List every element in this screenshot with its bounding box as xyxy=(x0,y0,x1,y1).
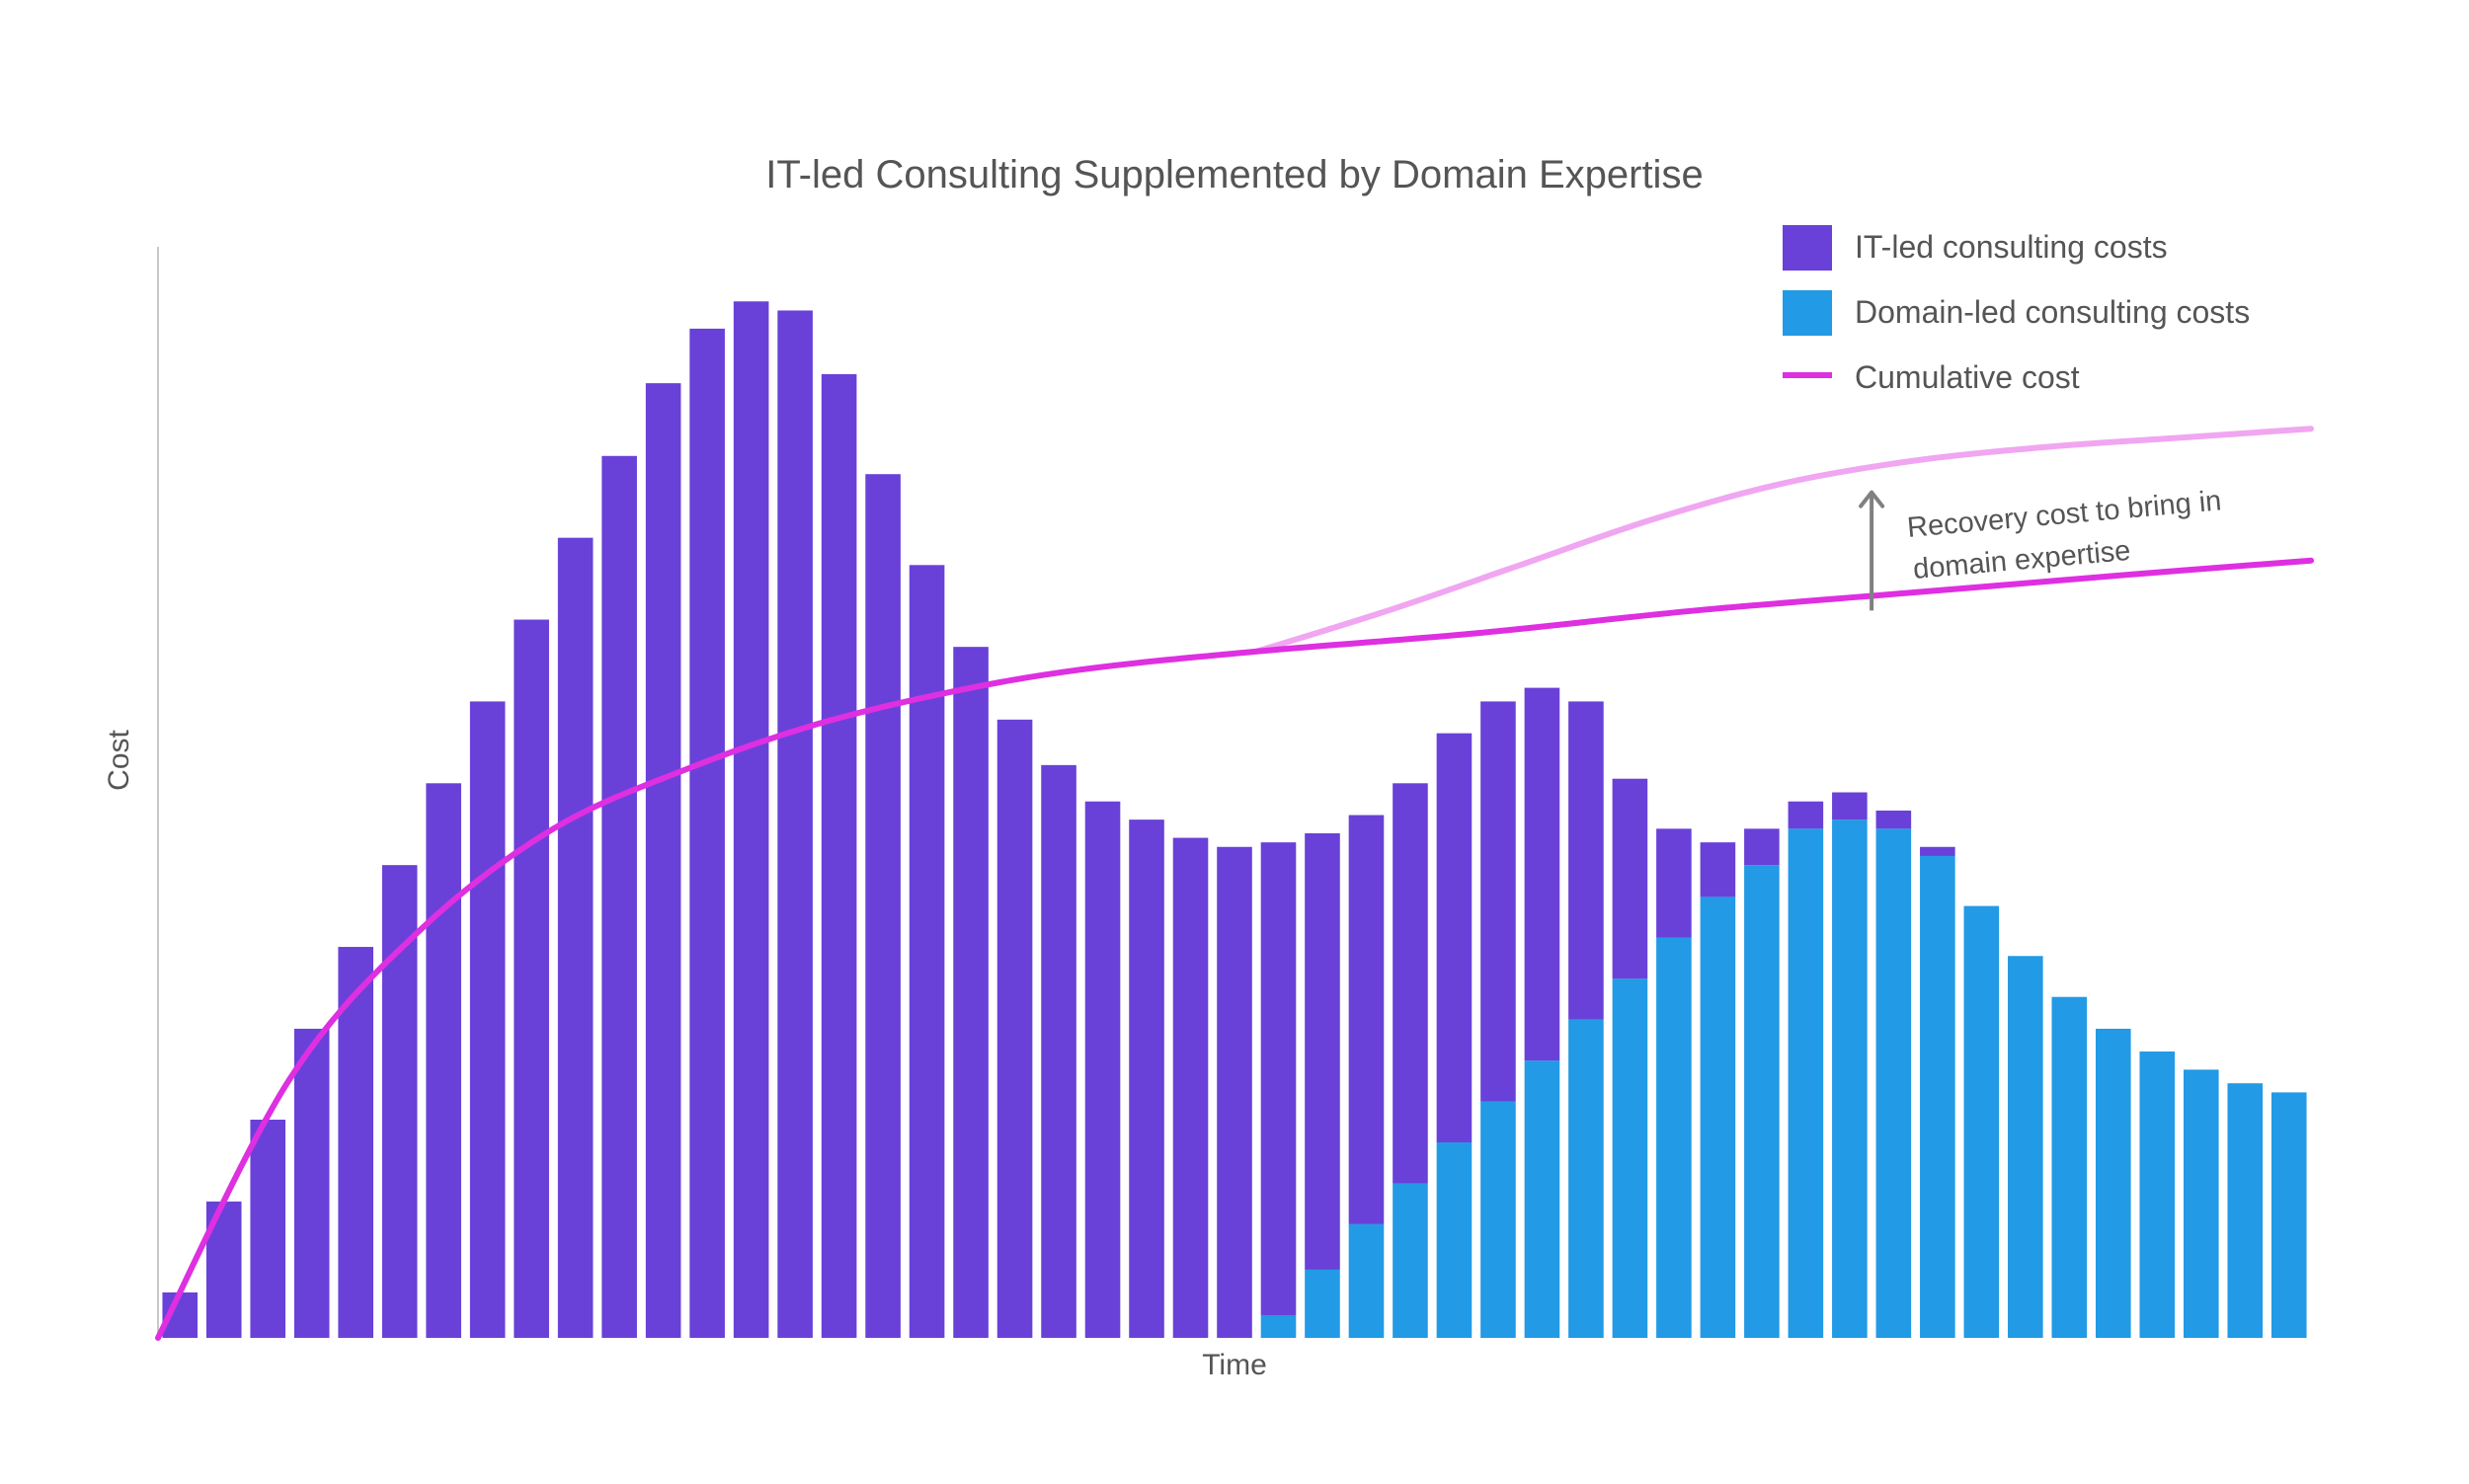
bar-it-11 xyxy=(645,383,681,1338)
bar-domain-39 xyxy=(1875,828,1912,1338)
bars-group xyxy=(162,301,2307,1339)
bar-it-19 xyxy=(996,719,1033,1338)
recovery-cost-line xyxy=(1253,426,2314,655)
legend-label-it: IT-led consulting costs xyxy=(1855,229,2168,265)
bar-domain-41 xyxy=(1963,905,2000,1338)
bar-domain-30 xyxy=(1480,1101,1516,1338)
bar-it-22 xyxy=(1129,820,1164,1338)
bar-domain-32 xyxy=(1568,1019,1604,1338)
bar-it-16 xyxy=(865,474,901,1338)
bar-domain-42 xyxy=(2008,956,2043,1338)
bar-it-4 xyxy=(338,947,373,1338)
bar-it-20 xyxy=(1041,764,1076,1338)
bar-domain-36 xyxy=(1744,865,1780,1338)
bar-it-24 xyxy=(1217,846,1252,1338)
bar-domain-33 xyxy=(1612,978,1648,1338)
bar-it-2 xyxy=(250,1120,286,1338)
bar-it-9 xyxy=(557,537,594,1338)
bar-it-39 xyxy=(1875,810,1912,829)
y-axis-label: Cost xyxy=(103,729,135,790)
legend-swatch-domain xyxy=(1783,290,1832,336)
bar-it-40 xyxy=(1920,846,1955,856)
chart-title: IT-led Consulting Supplemented by Domain… xyxy=(765,153,1703,196)
bar-it-17 xyxy=(909,565,945,1338)
annotation-line-1: Recovery cost to bring in xyxy=(1906,485,2223,544)
bar-it-23 xyxy=(1172,837,1209,1338)
bar-it-7 xyxy=(469,701,506,1338)
bar-it-15 xyxy=(821,373,857,1339)
legend-swatch-it xyxy=(1783,225,1832,271)
up-arrow-icon xyxy=(1859,490,1885,508)
bar-it-6 xyxy=(426,783,461,1338)
bar-it-12 xyxy=(689,328,725,1338)
bar-it-32 xyxy=(1568,701,1604,1020)
bar-it-5 xyxy=(381,865,418,1338)
bar-domain-27 xyxy=(1348,1223,1385,1338)
bar-domain-43 xyxy=(2051,996,2088,1338)
bar-it-34 xyxy=(1656,828,1692,938)
bar-domain-46 xyxy=(2183,1069,2219,1338)
bar-it-18 xyxy=(953,647,989,1338)
bar-it-13 xyxy=(733,301,769,1338)
legend: IT-led consulting costs Domain-led consu… xyxy=(1783,225,2250,395)
bar-domain-25 xyxy=(1260,1314,1297,1338)
cumulative-cost-line xyxy=(155,557,2314,1341)
legend-label-cumulative: Cumulative cost xyxy=(1855,359,2080,395)
bar-domain-29 xyxy=(1436,1142,1473,1338)
bar-it-38 xyxy=(1832,792,1868,820)
bar-domain-44 xyxy=(2096,1028,2131,1338)
bar-it-27 xyxy=(1348,815,1385,1224)
bar-it-37 xyxy=(1788,801,1824,829)
bar-it-14 xyxy=(777,310,813,1338)
bar-it-25 xyxy=(1260,842,1297,1315)
bar-domain-37 xyxy=(1788,828,1824,1338)
bar-it-35 xyxy=(1700,842,1736,898)
bar-domain-34 xyxy=(1656,937,1692,1338)
bar-domain-35 xyxy=(1700,897,1736,1338)
legend-label-domain: Domain-led consulting costs xyxy=(1855,294,2250,330)
bar-domain-40 xyxy=(1920,855,1955,1338)
bar-it-26 xyxy=(1305,832,1340,1270)
bar-it-21 xyxy=(1084,801,1121,1338)
bar-it-33 xyxy=(1612,778,1648,979)
bar-it-8 xyxy=(514,619,549,1338)
bar-it-31 xyxy=(1524,687,1560,1061)
bar-it-29 xyxy=(1436,733,1473,1143)
bar-it-28 xyxy=(1393,783,1428,1184)
bar-it-3 xyxy=(293,1028,330,1338)
bar-it-36 xyxy=(1744,828,1780,866)
bar-domain-45 xyxy=(2139,1051,2176,1338)
bar-domain-28 xyxy=(1393,1183,1428,1338)
bar-it-30 xyxy=(1480,701,1516,1102)
bar-it-10 xyxy=(601,455,637,1339)
x-axis-label: Time xyxy=(1202,1349,1267,1381)
bar-domain-26 xyxy=(1305,1269,1340,1338)
bar-domain-47 xyxy=(2227,1083,2264,1338)
bar-domain-31 xyxy=(1524,1060,1560,1338)
bar-domain-38 xyxy=(1832,820,1868,1338)
bar-domain-48 xyxy=(2270,1092,2307,1338)
